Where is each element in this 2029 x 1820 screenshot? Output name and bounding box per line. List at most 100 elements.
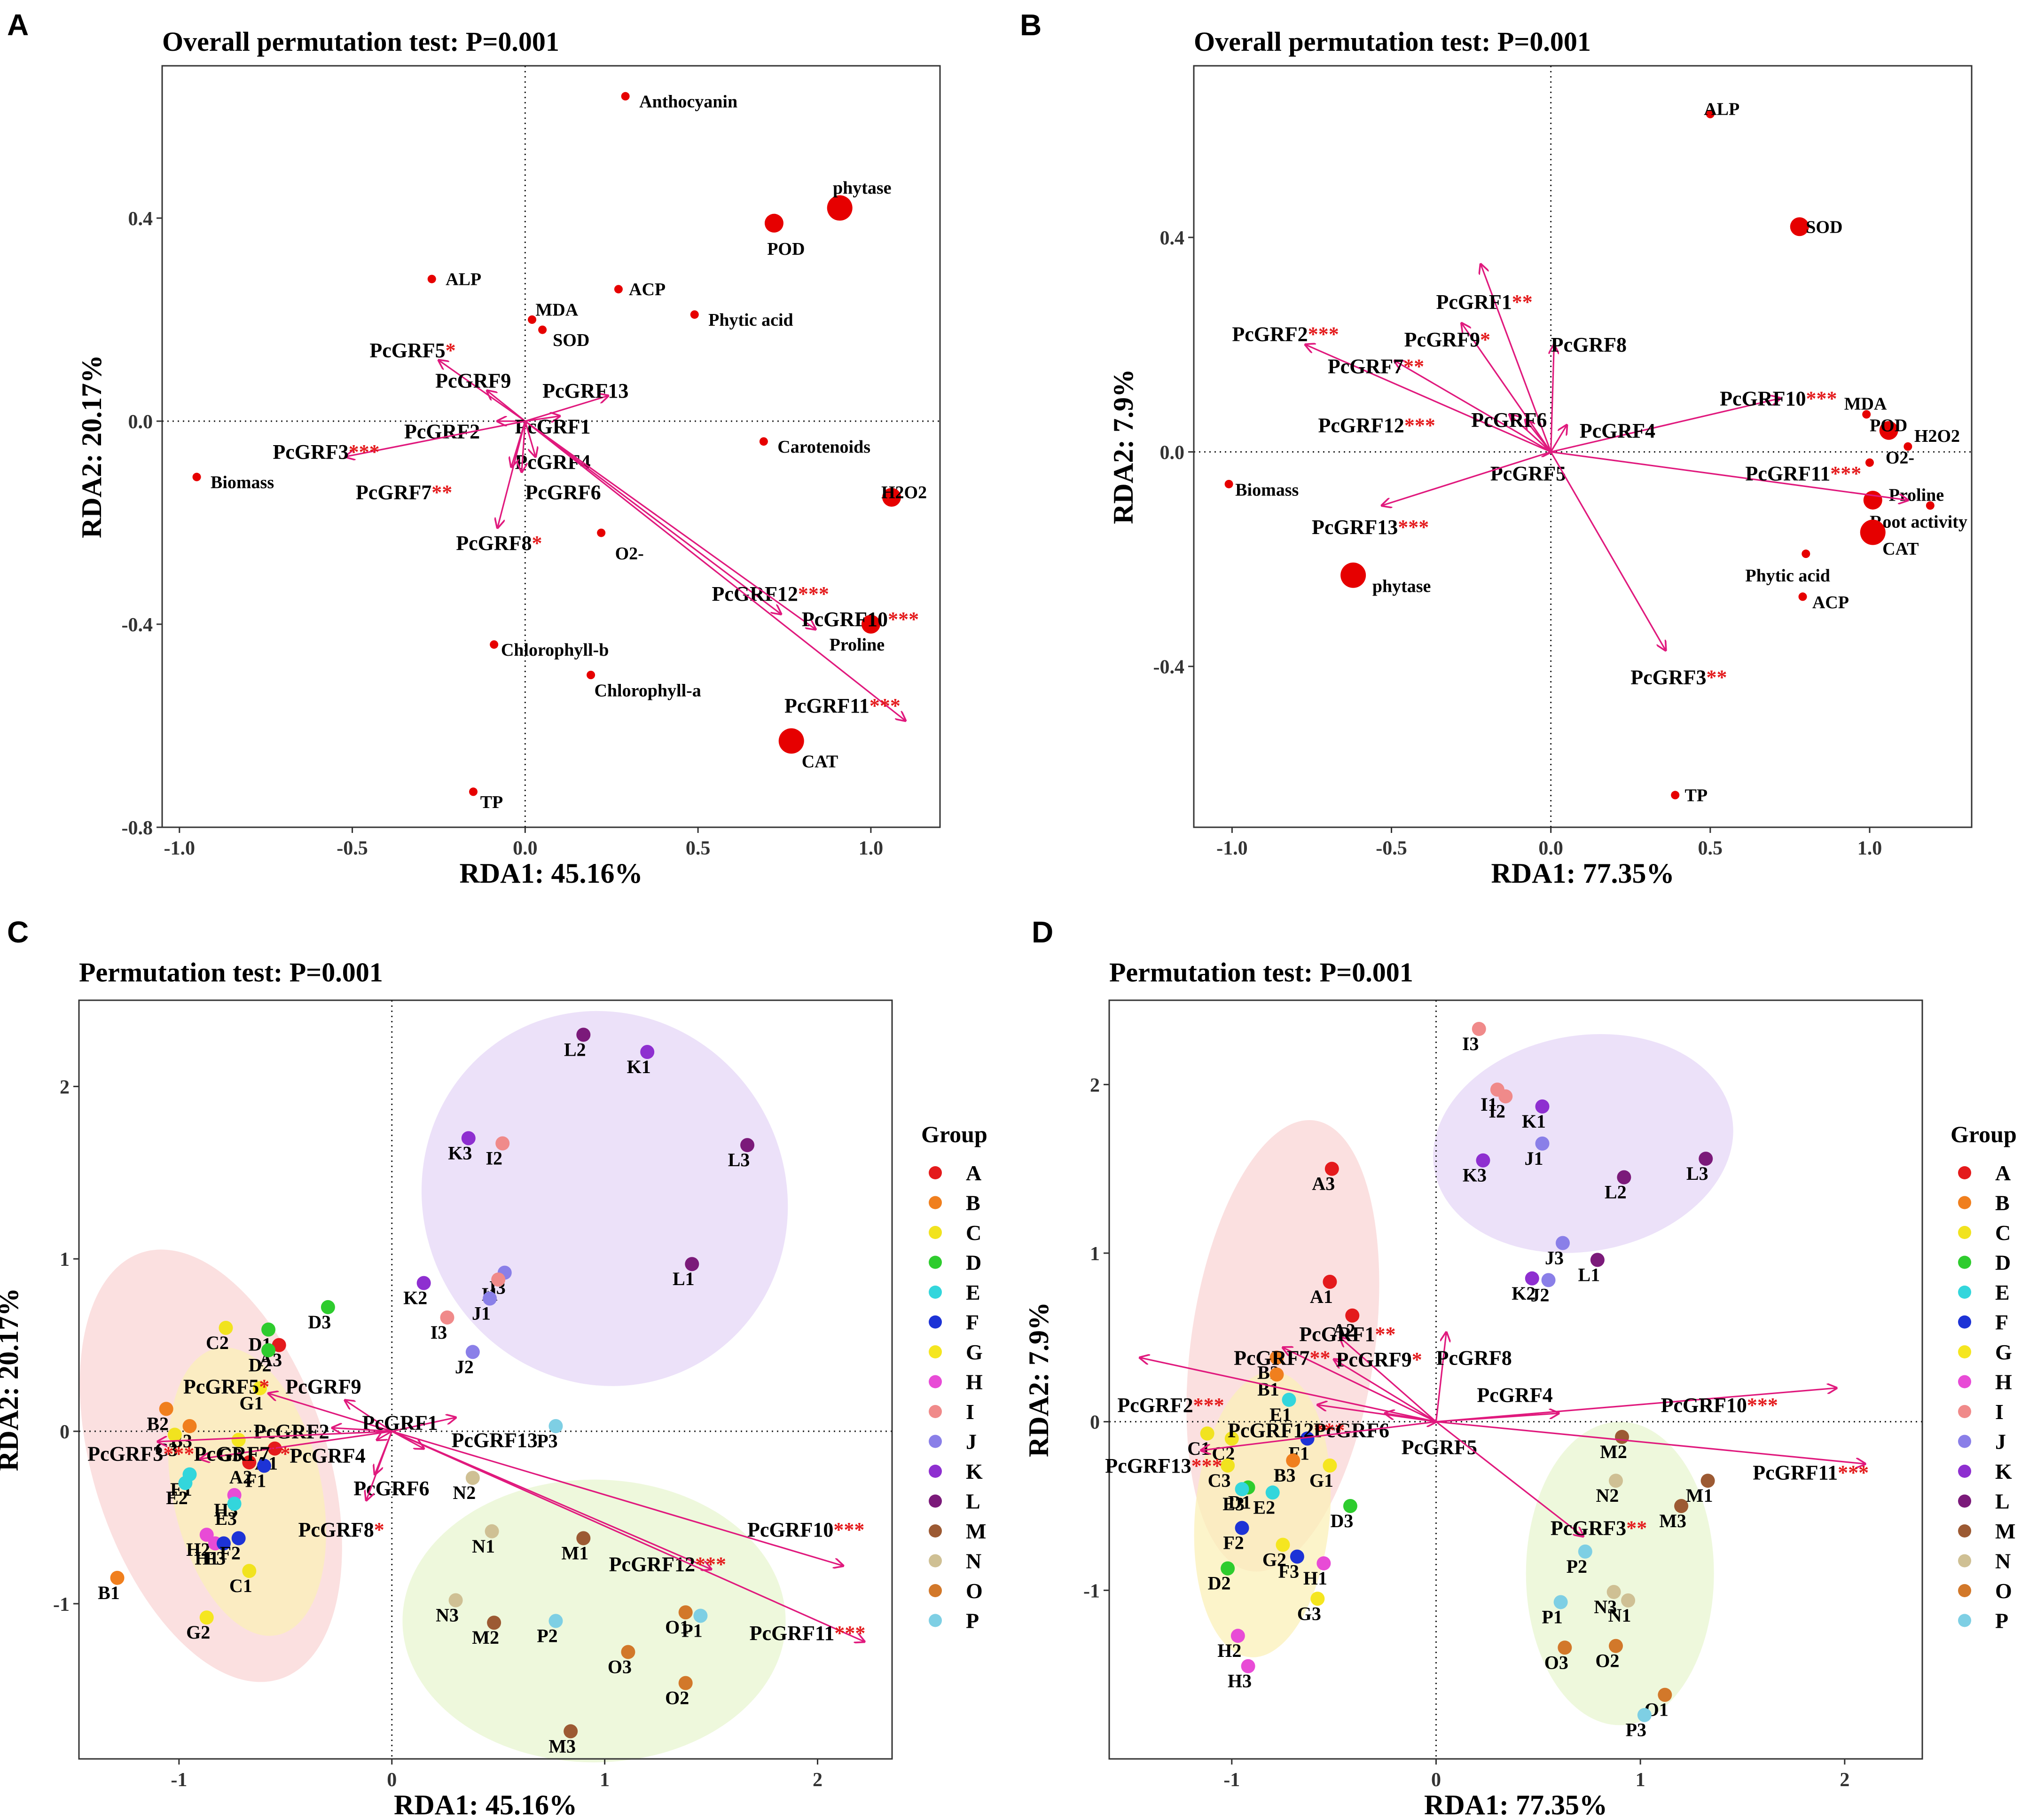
- legend-label: E: [966, 1280, 980, 1304]
- gene-name: PcGRF10: [747, 1518, 833, 1541]
- variable-point: [764, 213, 783, 233]
- legend-title: Group: [921, 1121, 987, 1147]
- plot-frame: [161, 65, 941, 828]
- sample-point: [487, 1616, 501, 1630]
- sample-label: O3: [1544, 1652, 1568, 1673]
- variable-label: H2O2: [881, 483, 927, 502]
- gene-name: PcGRF13: [1105, 1454, 1191, 1477]
- variable-point: [427, 275, 436, 283]
- legend-swatch: [1958, 1315, 1971, 1329]
- panel-letter: D: [1032, 915, 1053, 949]
- sample-point: [564, 1724, 578, 1739]
- gene-label: PcGRF9: [285, 1375, 361, 1398]
- x-tick-label: 2: [813, 1769, 823, 1791]
- gene-name: PcGRF10: [802, 608, 888, 631]
- gene-label: PcGRF8*: [298, 1518, 384, 1541]
- sample-label: N1: [1608, 1605, 1631, 1626]
- x-tick-label: -1: [1223, 1769, 1240, 1791]
- gene-label: PcGRF11***: [1753, 1461, 1869, 1484]
- y-tick-label: 0: [1090, 1412, 1100, 1434]
- gene-arrow: [392, 1430, 864, 1642]
- legend-label: J: [966, 1430, 977, 1454]
- x-axis-label: RDA1: 77.35%: [1491, 858, 1675, 889]
- significance-stars: *: [1480, 328, 1490, 351]
- gene-label: PcGRF10***: [1661, 1394, 1778, 1417]
- variable-point: [759, 437, 768, 446]
- panel-c: C Permutation test: P=0.001 -1 0 1 2 -1 0 1 2 RDA1…: [0, 915, 893, 1820]
- legend-swatch: [1958, 1614, 1971, 1627]
- legend-swatch: [1958, 1554, 1971, 1568]
- sample-point: [1269, 1367, 1284, 1382]
- sample-point: [1555, 1236, 1570, 1250]
- gene-name: PcGRF12: [1318, 414, 1404, 437]
- significance-stars: ***: [163, 1443, 194, 1466]
- gene-label: PcGRF8: [1436, 1346, 1512, 1369]
- gene-arrow: [525, 420, 815, 629]
- sample-label: L2: [1605, 1182, 1627, 1203]
- sample-point: [1323, 1274, 1337, 1289]
- significance-stars: ***: [1398, 516, 1429, 539]
- legend-label: B: [1995, 1191, 2010, 1215]
- legend-label: O: [966, 1579, 983, 1603]
- sample-label: N1: [472, 1536, 495, 1557]
- sample-label: H3: [1228, 1671, 1252, 1692]
- variable-label: SOD: [553, 330, 589, 350]
- gene-arrow: [1435, 1333, 1446, 1422]
- gene-arrow: [1481, 264, 1552, 452]
- sample-label: J3: [1545, 1247, 1564, 1268]
- gene-name: PcGRF11: [1745, 462, 1830, 485]
- gene-label: PcGRF10***: [802, 608, 919, 631]
- gene-arrow: [1305, 345, 1551, 453]
- sample-label: P1: [682, 1620, 702, 1641]
- legend-label: M: [966, 1519, 986, 1543]
- confidence-ellipse: [1433, 1034, 1733, 1253]
- gene-label: PcGRF9: [435, 369, 511, 392]
- sample-label: F2: [1223, 1532, 1244, 1553]
- gene-label: PcGRF2***: [1117, 1394, 1224, 1417]
- variable-label: POD: [767, 239, 805, 259]
- legend-label: A: [966, 1161, 981, 1185]
- gene-label: PcGRF1**: [1299, 1323, 1395, 1346]
- variable-point: [614, 285, 623, 294]
- significance-stars: *: [446, 339, 456, 362]
- sample-point: [178, 1476, 193, 1491]
- y-tick-label: -0.4: [1153, 657, 1185, 678]
- legend-swatch: [929, 1375, 942, 1389]
- variable-point: [528, 315, 537, 324]
- sample-point: [576, 1028, 591, 1042]
- sample-label: J2: [1531, 1284, 1550, 1305]
- x-tick-label: 0.0: [513, 838, 538, 859]
- sample-point: [1224, 1431, 1239, 1446]
- sample-label: O1: [665, 1616, 689, 1638]
- legend-swatch: [929, 1465, 942, 1478]
- variable-point: [1671, 791, 1680, 800]
- sample-label: H1: [1303, 1568, 1327, 1589]
- y-tick-label: 0.4: [1160, 228, 1185, 249]
- sample-point: [1323, 1458, 1337, 1473]
- plot-frame: [1108, 999, 1923, 1760]
- sample-point: [1235, 1482, 1249, 1497]
- variable-label: TP: [480, 792, 503, 812]
- legend-label: A: [1995, 1161, 2011, 1185]
- gene-label: PcGRF9*: [1404, 328, 1490, 351]
- legend-label: D: [1995, 1251, 2011, 1275]
- variable-point: [861, 615, 880, 634]
- legend-label: K: [966, 1459, 983, 1483]
- legend-label: F: [1995, 1310, 2008, 1334]
- legend-swatch: [1958, 1345, 1971, 1358]
- gene-name: PcGRF4: [1580, 419, 1655, 442]
- sample-point: [272, 1338, 286, 1352]
- legend-label: J: [1995, 1430, 2006, 1454]
- sample-label: G1: [239, 1392, 263, 1413]
- gene-arrow: [1509, 415, 1551, 453]
- legend-swatch: [1958, 1435, 1971, 1448]
- legend-title: Group: [1951, 1121, 2017, 1147]
- legend-label: N: [1995, 1549, 2011, 1573]
- gene-name: PcGRF8: [1551, 333, 1627, 356]
- sample-point: [1621, 1593, 1636, 1608]
- x-tick-label: 0.0: [1538, 838, 1563, 859]
- y-tick-label: 0: [60, 1421, 70, 1443]
- variable-point: [1224, 479, 1233, 488]
- significance-stars: ***: [695, 1553, 726, 1576]
- variable-label: Chlorophyll-b: [501, 640, 609, 660]
